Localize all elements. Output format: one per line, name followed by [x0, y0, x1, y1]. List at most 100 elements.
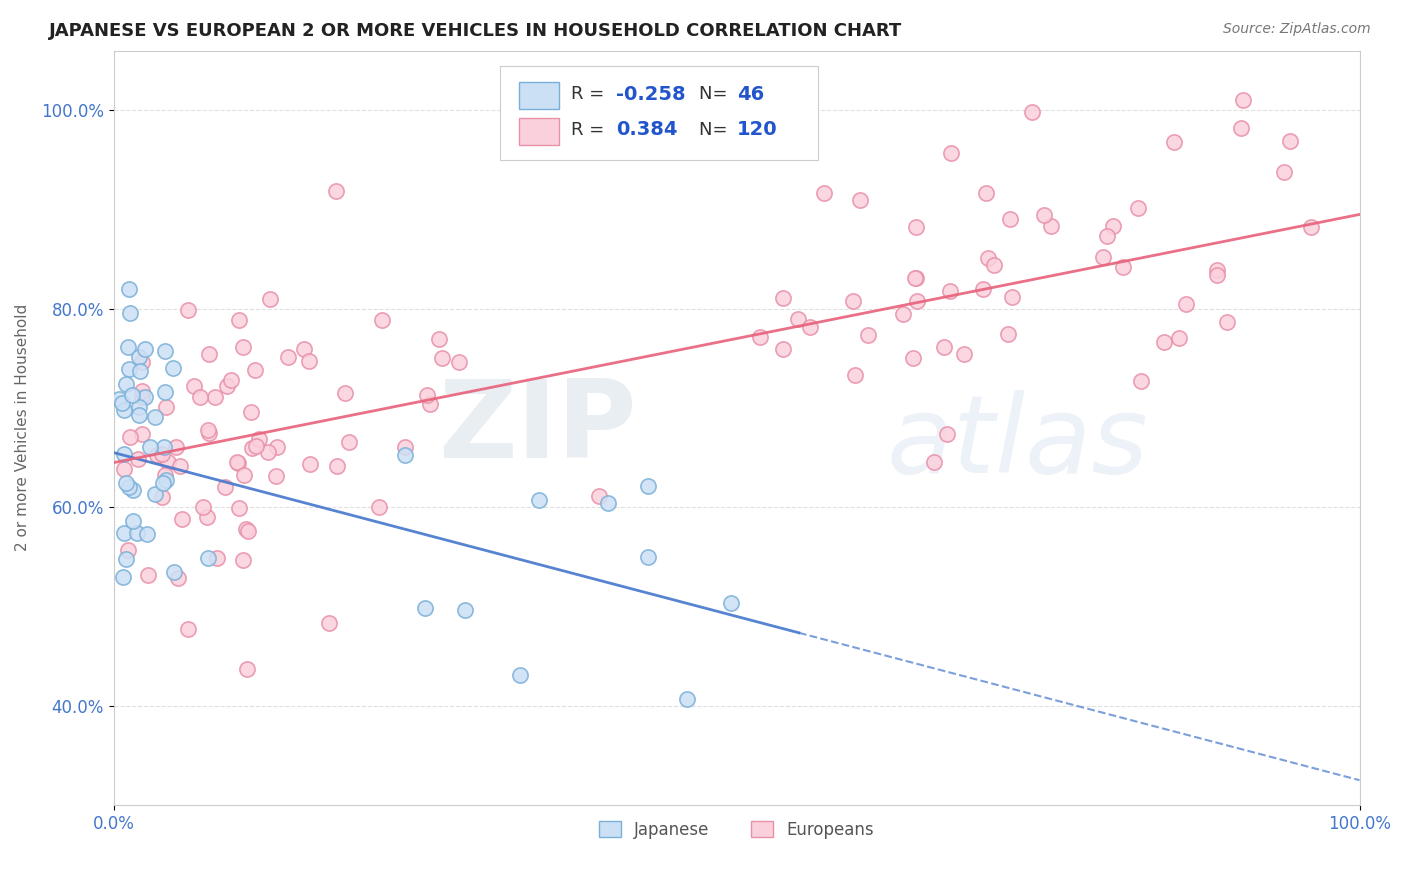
Legend: Japanese, Europeans: Japanese, Europeans: [593, 814, 880, 846]
Point: [139, 441, 162, 455]
Point: [786, 312, 808, 326]
Point: [135, 527, 157, 541]
Point: [394, 448, 416, 462]
Point: [111, 569, 134, 583]
Point: [588, 490, 610, 504]
Point: [240, 441, 263, 455]
Point: [509, 668, 531, 682]
FancyBboxPatch shape: [501, 66, 818, 160]
Point: [238, 524, 260, 539]
Point: [453, 603, 475, 617]
Point: [941, 145, 963, 160]
Point: [394, 440, 416, 454]
Point: [1153, 335, 1175, 350]
Point: [905, 293, 928, 308]
Point: [138, 567, 160, 582]
Point: [118, 480, 141, 494]
Point: [191, 500, 214, 515]
Text: 46: 46: [737, 85, 763, 104]
Point: [131, 355, 153, 369]
Point: [198, 347, 221, 361]
Point: [333, 385, 356, 400]
Point: [904, 271, 927, 285]
Point: [997, 326, 1019, 341]
Point: [901, 351, 924, 366]
Point: [247, 432, 270, 446]
Text: ZIP: ZIP: [439, 375, 637, 481]
Point: [118, 282, 141, 296]
Point: [107, 392, 129, 406]
Point: [152, 475, 174, 490]
Text: 120: 120: [737, 120, 778, 139]
Point: [121, 483, 143, 498]
Point: [239, 405, 262, 419]
Point: [922, 455, 945, 469]
Point: [1175, 297, 1198, 311]
Point: [233, 468, 256, 483]
Point: [225, 455, 247, 469]
Point: [749, 330, 772, 344]
Point: [1232, 93, 1254, 107]
Point: [904, 219, 927, 234]
Point: [112, 403, 135, 417]
Text: N=: N=: [699, 121, 734, 139]
Point: [1206, 263, 1229, 277]
Point: [150, 447, 173, 461]
Point: [197, 551, 219, 566]
Point: [153, 343, 176, 358]
Point: [772, 291, 794, 305]
Point: [1032, 208, 1054, 222]
Point: [170, 512, 193, 526]
Point: [134, 342, 156, 356]
Point: [936, 427, 959, 442]
Point: [848, 194, 870, 208]
Text: JAPANESE VS EUROPEAN 2 OR MORE VEHICLES IN HOUSEHOLD CORRELATION CHART: JAPANESE VS EUROPEAN 2 OR MORE VEHICLES …: [49, 22, 903, 40]
Point: [266, 440, 288, 454]
Point: [326, 459, 349, 474]
Point: [1040, 219, 1063, 233]
Point: [1091, 250, 1114, 264]
Point: [143, 409, 166, 424]
Point: [891, 307, 914, 321]
Point: [112, 525, 135, 540]
Point: [977, 252, 1000, 266]
Point: [1021, 104, 1043, 119]
Point: [1206, 268, 1229, 282]
Point: [219, 373, 242, 387]
Point: [292, 342, 315, 356]
Point: [1216, 315, 1239, 329]
Point: [1129, 375, 1152, 389]
Point: [146, 448, 169, 462]
Point: [972, 282, 994, 296]
Point: [259, 292, 281, 306]
Point: [430, 351, 453, 366]
Point: [134, 390, 156, 404]
Point: [637, 479, 659, 493]
Point: [1112, 260, 1135, 274]
Point: [128, 364, 150, 378]
Point: [214, 480, 236, 494]
Point: [974, 186, 997, 200]
Point: [256, 445, 278, 459]
Point: [413, 600, 436, 615]
Point: [419, 396, 441, 410]
Text: -0.258: -0.258: [616, 85, 686, 104]
Point: [772, 343, 794, 357]
Point: [856, 328, 879, 343]
Point: [131, 426, 153, 441]
Point: [155, 400, 177, 414]
Point: [1102, 219, 1125, 233]
Y-axis label: 2 or more Vehicles in Household: 2 or more Vehicles in Household: [15, 304, 30, 551]
Point: [128, 408, 150, 422]
Point: [162, 360, 184, 375]
Point: [115, 476, 138, 491]
Point: [998, 211, 1021, 226]
Point: [153, 385, 176, 400]
Point: [1163, 136, 1185, 150]
Point: [111, 396, 134, 410]
Point: [1001, 290, 1024, 304]
Point: [1272, 165, 1295, 179]
Point: [983, 258, 1005, 272]
Point: [112, 447, 135, 461]
Point: [264, 469, 287, 483]
